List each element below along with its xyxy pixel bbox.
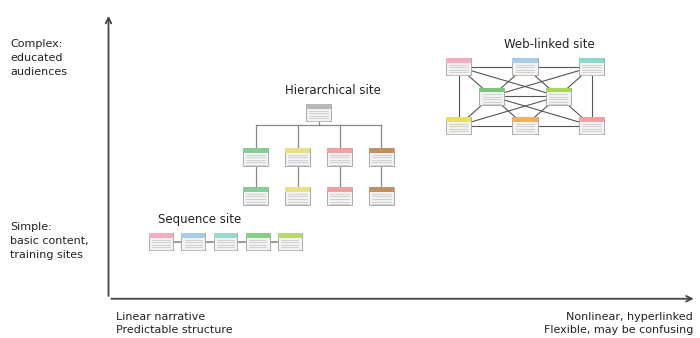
Text: Web-linked site: Web-linked site bbox=[504, 38, 595, 51]
Bar bbox=[327, 187, 352, 192]
Bar bbox=[278, 233, 302, 238]
Bar bbox=[579, 117, 604, 122]
Bar bbox=[243, 148, 268, 153]
Bar bbox=[512, 117, 538, 134]
Bar bbox=[285, 187, 310, 205]
Bar bbox=[369, 148, 394, 153]
Bar bbox=[243, 148, 268, 166]
Bar bbox=[546, 88, 570, 105]
Bar bbox=[512, 117, 538, 122]
Bar bbox=[369, 148, 394, 166]
Bar bbox=[446, 117, 471, 134]
Bar bbox=[579, 117, 604, 134]
Bar bbox=[246, 233, 270, 250]
Bar bbox=[149, 233, 173, 238]
Bar bbox=[285, 187, 310, 192]
Bar bbox=[214, 233, 237, 250]
Bar bbox=[149, 233, 173, 250]
Bar bbox=[246, 233, 270, 238]
Bar bbox=[579, 58, 604, 63]
Bar bbox=[306, 104, 331, 108]
Bar bbox=[369, 187, 394, 192]
Text: Hierarchical site: Hierarchical site bbox=[285, 83, 380, 97]
Bar bbox=[306, 104, 331, 121]
Text: Linear narrative
Predictable structure: Linear narrative Predictable structure bbox=[116, 312, 232, 335]
Text: Simple:
basic content,
training sites: Simple: basic content, training sites bbox=[10, 222, 89, 260]
Bar bbox=[546, 88, 570, 92]
Bar bbox=[214, 233, 237, 238]
Bar bbox=[512, 58, 538, 75]
Text: Sequence site: Sequence site bbox=[158, 213, 241, 226]
Bar bbox=[446, 117, 471, 122]
Bar bbox=[327, 148, 352, 153]
Bar bbox=[479, 88, 504, 92]
Text: Nonlinear, hyperlinked
Flexible, may be confusing: Nonlinear, hyperlinked Flexible, may be … bbox=[544, 312, 693, 335]
Bar bbox=[512, 58, 538, 63]
Bar bbox=[579, 58, 604, 75]
Bar bbox=[369, 187, 394, 205]
Bar bbox=[285, 148, 310, 153]
Bar bbox=[285, 148, 310, 166]
Bar bbox=[243, 187, 268, 205]
Bar bbox=[446, 58, 471, 63]
Bar bbox=[446, 58, 471, 75]
Bar bbox=[181, 233, 205, 250]
Bar bbox=[327, 148, 352, 166]
Bar bbox=[181, 233, 205, 238]
Bar bbox=[327, 187, 352, 205]
Text: Complex:
educated
audiences: Complex: educated audiences bbox=[10, 39, 67, 77]
Bar bbox=[243, 187, 268, 192]
Bar bbox=[479, 88, 504, 105]
Bar bbox=[278, 233, 302, 250]
